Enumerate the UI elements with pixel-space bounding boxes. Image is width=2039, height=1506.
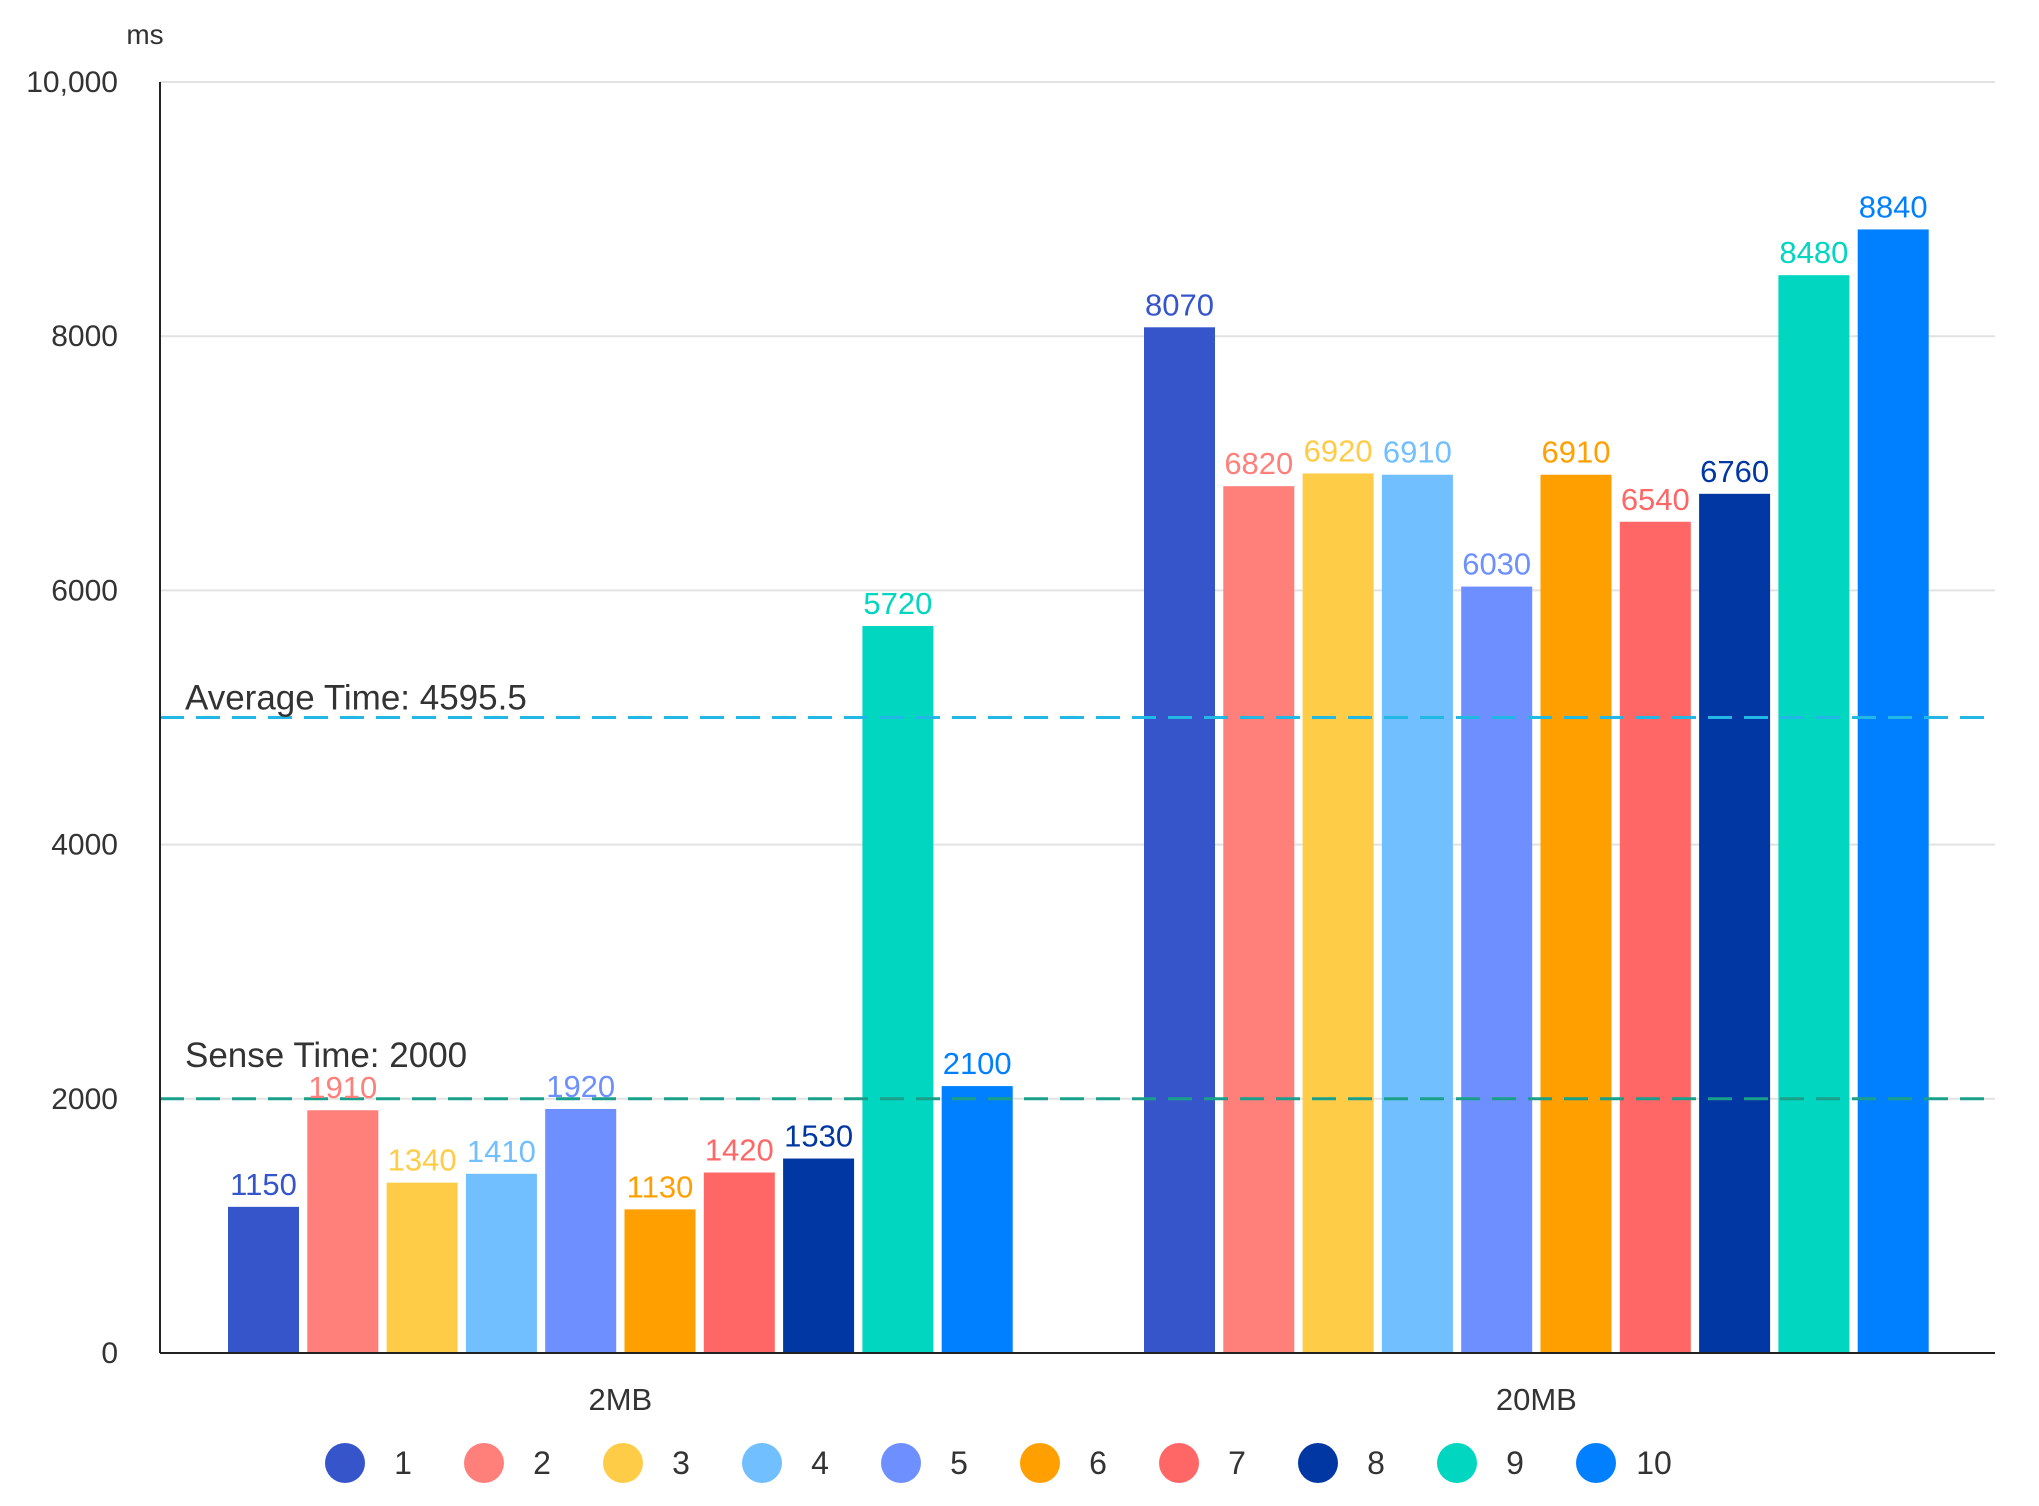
legend-label: 7	[1228, 1445, 1246, 1481]
y-tick-label: 8000	[51, 320, 118, 353]
bar-2MB-series-5	[545, 1108, 617, 1353]
data-label: 1920	[546, 1069, 615, 1104]
data-label: 1530	[784, 1119, 853, 1154]
bar-2MB-series-10	[941, 1086, 1013, 1353]
bar-20MB-series-6	[1540, 474, 1612, 1353]
legend-label: 3	[672, 1445, 690, 1481]
data-label: 1420	[705, 1133, 774, 1168]
bars	[228, 229, 1929, 1354]
data-label: 5720	[863, 586, 932, 621]
legend-label: 10	[1636, 1445, 1672, 1481]
data-label: 6030	[1462, 547, 1531, 582]
y-tick-labels: 0 2000 4000 6000 8000 10,000	[26, 66, 118, 1370]
legend-label: 8	[1367, 1445, 1385, 1481]
data-label: 8840	[1859, 189, 1928, 224]
data-label: 1410	[467, 1134, 536, 1169]
y-tick-label: 10,000	[26, 66, 118, 99]
data-label: 6910	[1542, 435, 1611, 470]
legend-label: 6	[1089, 1445, 1107, 1481]
data-label: 6760	[1700, 454, 1769, 489]
y-tick-label: 0	[101, 1337, 118, 1370]
legend: 1 2 3 4 5 6 7 8 9 10	[325, 1443, 1672, 1483]
bar-20MB-series-1	[1144, 327, 1215, 1354]
reference-line-label: Sense Time: 2000	[185, 1036, 467, 1075]
y-unit-label: ms	[126, 19, 163, 50]
x-category-label: 2MB	[588, 1382, 652, 1417]
legend-swatch	[1576, 1443, 1616, 1483]
legend-label: 4	[811, 1445, 829, 1481]
bar-20MB-series-10	[1857, 229, 1929, 1353]
legend-label: 5	[950, 1445, 968, 1481]
bar-2MB-series-3	[386, 1182, 458, 1353]
legend-swatch	[1159, 1443, 1199, 1483]
reference-lines: Average Time: 4595.5 Sense Time: 2000	[160, 679, 1995, 1101]
reference-line-label: Average Time: 4595.5	[185, 679, 527, 718]
legend-swatch	[464, 1443, 504, 1483]
data-label: 8070	[1145, 287, 1214, 322]
data-label: 8480	[1779, 235, 1848, 270]
bar-2MB-series-1	[228, 1206, 299, 1353]
legend-swatch	[603, 1443, 643, 1483]
bar-20MB-series-5	[1461, 586, 1533, 1353]
legend-swatch	[1020, 1443, 1060, 1483]
data-label: 6910	[1383, 435, 1452, 470]
y-tick-label: 6000	[51, 574, 118, 607]
x-category-labels: 2MB 20MB	[588, 1382, 1576, 1417]
bar-2MB-series-4	[465, 1173, 537, 1353]
data-label: 6540	[1621, 482, 1690, 517]
legend-swatch	[1298, 1443, 1338, 1483]
legend-swatch	[325, 1443, 365, 1483]
bar-2MB-series-2	[307, 1110, 379, 1353]
bar-20MB-series-8	[1699, 493, 1771, 1354]
data-label: 6820	[1224, 446, 1293, 481]
bar-2MB-series-8	[783, 1158, 855, 1353]
data-label: 1150	[230, 1167, 297, 1202]
legend-label: 9	[1506, 1445, 1524, 1481]
data-label: 2100	[943, 1046, 1012, 1081]
axes	[159, 82, 1995, 1354]
bar-20MB-series-2	[1223, 486, 1295, 1354]
legend-label: 1	[394, 1445, 412, 1481]
x-category-label: 20MB	[1496, 1382, 1577, 1417]
y-tick-label: 4000	[51, 829, 118, 862]
data-label: 1910	[308, 1070, 377, 1105]
data-label: 1130	[627, 1169, 694, 1204]
data-label: 1340	[388, 1143, 457, 1178]
bar-20MB-series-7	[1619, 521, 1691, 1353]
bar-2MB-series-7	[703, 1172, 775, 1353]
legend-swatch	[742, 1443, 782, 1483]
bar-20MB-series-4	[1381, 474, 1453, 1353]
bar-2MB-series-6	[624, 1209, 696, 1353]
data-labels: 1150 1910 1340 1410 1920 1130 1420 1530 5720 2100…	[230, 189, 1928, 1204]
legend-swatch	[881, 1443, 921, 1483]
bar-20MB-series-9	[1778, 275, 1850, 1353]
data-label: 6920	[1304, 433, 1373, 468]
bar-2MB-series-9	[862, 625, 934, 1353]
legend-swatch	[1437, 1443, 1477, 1483]
legend-label: 2	[533, 1445, 551, 1481]
y-tick-label: 2000	[51, 1083, 118, 1116]
bar-20MB-series-3	[1302, 473, 1374, 1353]
